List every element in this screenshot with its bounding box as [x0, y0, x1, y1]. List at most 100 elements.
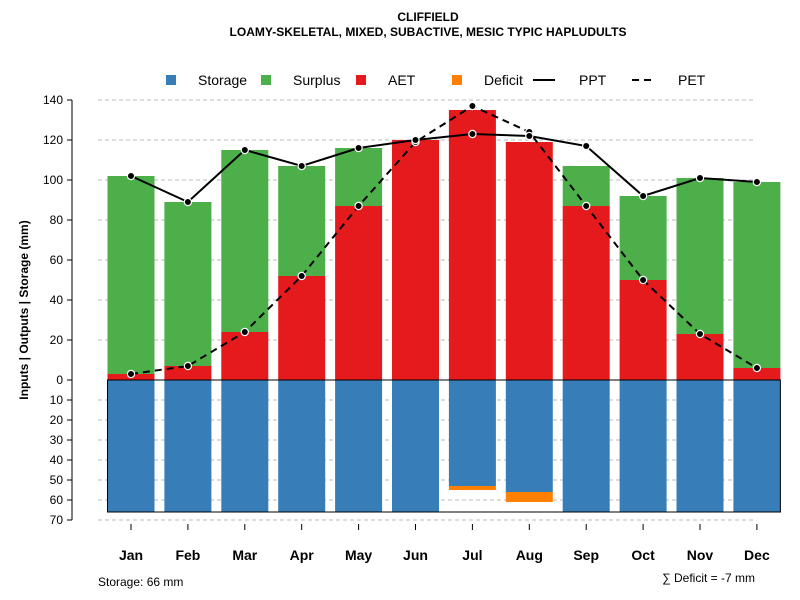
- y-tick-label: 40: [50, 293, 64, 307]
- legend-label: Surplus: [293, 72, 340, 88]
- y-tick-label: 100: [43, 173, 63, 187]
- y-tick-label: 40: [50, 453, 64, 467]
- pet-point: [354, 201, 363, 211]
- legend-swatch: [166, 75, 176, 85]
- x-tick-label: May: [345, 547, 372, 563]
- aet-bar: [164, 366, 212, 380]
- bars: [107, 110, 781, 513]
- storage-bar: [335, 380, 383, 512]
- surplus-bar: [676, 178, 724, 334]
- storage-bar: [107, 380, 155, 512]
- y-tick-label: 0: [56, 373, 63, 387]
- pet-point: [468, 101, 477, 111]
- aet-bar: [221, 332, 269, 380]
- y-tick-label: 20: [50, 413, 64, 427]
- ppt-line: [130, 132, 757, 204]
- y-tick-label: 60: [50, 253, 64, 267]
- pet-point: [126, 369, 136, 379]
- x-tick-label: Oct: [631, 547, 655, 563]
- chart-subtitle: LOAMY-SKELETAL, MIXED, SUBACTIVE, MESIC …: [230, 25, 627, 39]
- pet-point: [297, 271, 306, 281]
- deficit-footnote: ∑ Deficit = -7 mm: [662, 571, 755, 585]
- ppt-point: [240, 145, 249, 155]
- y-tick-label: 140: [43, 93, 63, 107]
- storage-bar: [562, 380, 610, 512]
- pet-point: [752, 363, 762, 373]
- axes: 0 20 40 60 80 100 120 140 10 20 30 40 50 60 70 Jan Feb Ma…: [43, 93, 770, 563]
- pet-point: [638, 275, 648, 285]
- ppt-point: [183, 197, 193, 207]
- legend-label: AET: [388, 72, 416, 88]
- aet-bar: [278, 276, 326, 380]
- x-tick-label: Aug: [516, 547, 543, 563]
- x-tick-label: Dec: [744, 547, 770, 563]
- storage-bar: [619, 380, 667, 512]
- y-tick-label: 50: [50, 473, 64, 487]
- pet-line: [130, 104, 758, 375]
- y-tick-label: 70: [50, 513, 64, 527]
- pet-point: [582, 201, 591, 211]
- surplus-bar: [278, 166, 326, 276]
- ppt-point: [752, 177, 762, 187]
- storage-footnote: Storage: 66 mm: [98, 575, 183, 589]
- x-tick-label: Jan: [119, 547, 143, 563]
- y-tick-label: 30: [50, 433, 64, 447]
- aet-bar: [392, 140, 439, 380]
- y-tick-label: 80: [50, 213, 64, 227]
- storage-bar: [448, 380, 496, 486]
- legend-swatch: [356, 75, 366, 85]
- pet-point: [695, 329, 705, 339]
- storage-bar: [392, 380, 439, 512]
- aet-bar: [676, 334, 724, 380]
- deficit-bar: [505, 492, 553, 502]
- legend-label: PPT: [579, 72, 607, 88]
- aet-bar: [335, 206, 383, 380]
- ppt-point: [638, 191, 648, 201]
- ppt-point: [468, 129, 477, 139]
- x-tick-label: Nov: [687, 547, 714, 563]
- x-tick-label: Apr: [290, 547, 315, 563]
- surplus-bar: [164, 202, 212, 366]
- legend-label: Storage: [198, 72, 247, 88]
- storage-bar: [278, 380, 326, 512]
- storage-bar: [676, 380, 724, 512]
- y-axis-label: Inputs | Outputs | Storage (mm): [17, 220, 31, 399]
- storage-bar: [733, 380, 781, 512]
- aet-bar: [619, 280, 667, 380]
- aet-bar: [733, 368, 781, 380]
- storage-bar: [164, 380, 212, 512]
- aet-bar: [448, 110, 496, 380]
- surplus-bar: [335, 148, 383, 206]
- ppt-point: [525, 131, 534, 141]
- surplus-bar: [619, 196, 667, 280]
- x-tick-label: Mar: [232, 547, 257, 563]
- ppt-point: [354, 143, 363, 153]
- ppt-point: [582, 141, 591, 151]
- ppt-point: [411, 135, 420, 145]
- y-tick-label: 120: [43, 133, 63, 147]
- storage-bar: [221, 380, 269, 512]
- legend: Storage Surplus AET Deficit PPT PET: [166, 72, 706, 88]
- deficit-bar: [448, 486, 496, 490]
- surplus-bar: [107, 176, 155, 374]
- aet-bar: [562, 206, 610, 380]
- surplus-bar: [221, 150, 269, 332]
- legend-swatch: [452, 75, 462, 85]
- x-tick-label: Jun: [403, 547, 428, 563]
- ppt-point: [297, 161, 306, 171]
- x-tick-label: Feb: [175, 547, 200, 563]
- chart-title: CLIFFIELD: [397, 10, 459, 24]
- storage-bar: [505, 380, 553, 492]
- x-tick-label: Sep: [573, 547, 599, 563]
- pet-point: [240, 327, 249, 337]
- surplus-bar: [733, 182, 781, 368]
- legend-swatch: [261, 75, 271, 85]
- pet-point: [183, 361, 193, 371]
- legend-label: Deficit: [484, 72, 523, 88]
- series-lines: [126, 101, 762, 379]
- ppt-point: [695, 173, 705, 183]
- y-tick-label: 10: [50, 393, 64, 407]
- y-tick-label: 20: [50, 333, 64, 347]
- x-tick-label: Jul: [462, 547, 482, 563]
